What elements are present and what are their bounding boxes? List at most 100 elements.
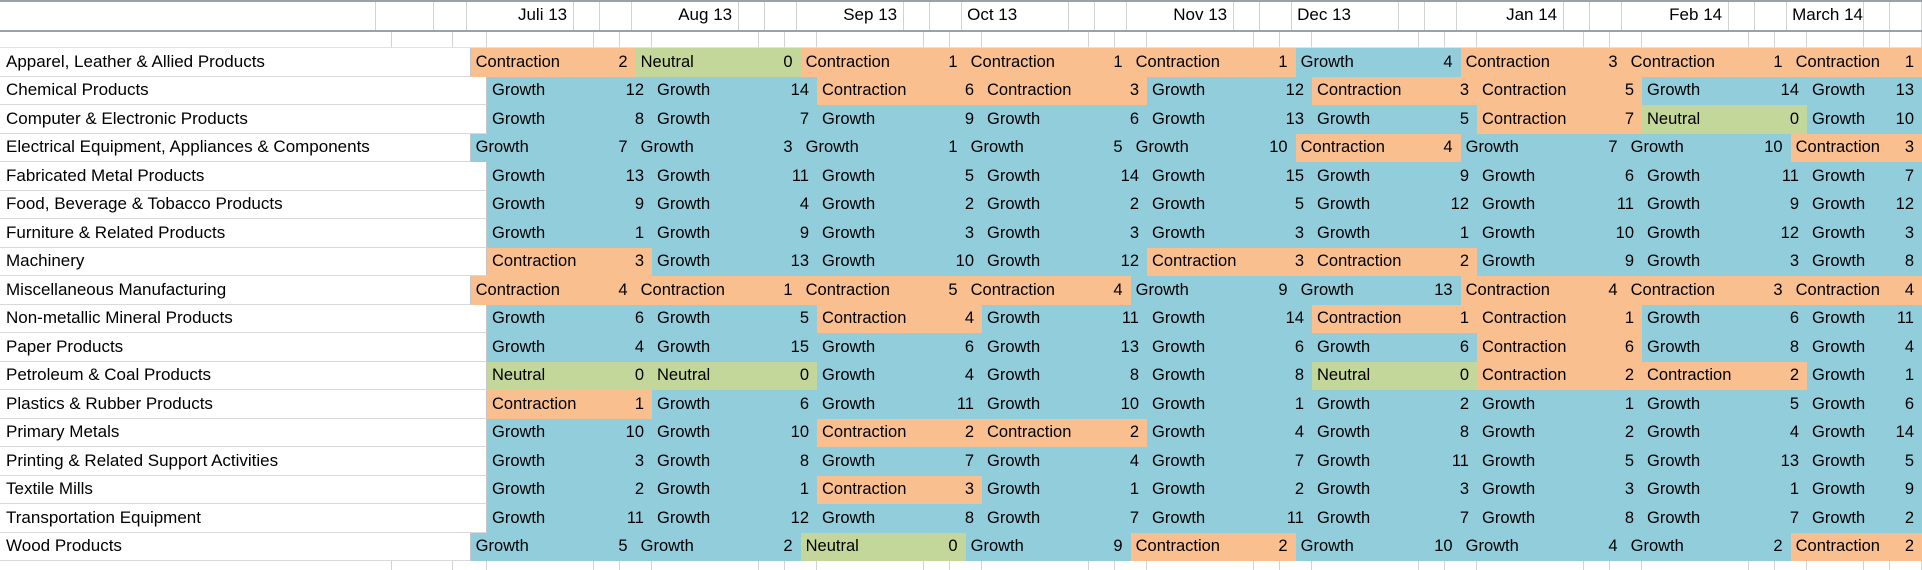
header-empty-cell[interactable] bbox=[1590, 2, 1623, 30]
status-cell[interactable]: Growth 10 bbox=[1295, 532, 1461, 561]
status-cell[interactable]: Growth 14 bbox=[1147, 304, 1312, 333]
status-cell[interactable]: Growth 1 bbox=[652, 475, 817, 504]
status-cell[interactable]: Contraction 4 bbox=[1790, 276, 1922, 305]
month-header-cell[interactable]: Oct 13 bbox=[962, 2, 1070, 30]
status-cell[interactable]: Growth 3 bbox=[1312, 475, 1477, 504]
empty-cell[interactable] bbox=[453, 561, 487, 570]
status-cell[interactable]: Growth 13 bbox=[982, 333, 1147, 362]
status-cell[interactable]: Growth 4 bbox=[1460, 532, 1626, 561]
status-cell[interactable]: Growth 7 bbox=[652, 105, 817, 134]
empty-cell[interactable] bbox=[982, 32, 1089, 48]
status-cell[interactable]: Contraction 3 bbox=[1312, 76, 1477, 105]
status-cell[interactable]: Growth 2 bbox=[1477, 418, 1642, 447]
header-empty-cell[interactable] bbox=[376, 2, 435, 30]
status-cell[interactable]: Growth 14 bbox=[982, 162, 1147, 191]
empty-cell[interactable] bbox=[759, 561, 785, 570]
status-cell[interactable]: Contraction 1 bbox=[800, 48, 966, 77]
status-cell[interactable]: Growth 13 bbox=[487, 162, 652, 191]
status-cell[interactable]: Growth 10 bbox=[1807, 105, 1922, 134]
status-cell[interactable]: Growth 6 bbox=[982, 105, 1147, 134]
status-cell[interactable]: Contraction 2 bbox=[817, 418, 982, 447]
status-cell[interactable]: Growth 8 bbox=[1807, 247, 1922, 276]
empty-cell[interactable] bbox=[1280, 561, 1312, 570]
empty-cell[interactable] bbox=[620, 32, 652, 48]
status-cell[interactable]: Growth 7 bbox=[1642, 504, 1807, 533]
status-cell[interactable]: Contraction 3 bbox=[817, 475, 982, 504]
status-cell[interactable]: Growth 9 bbox=[817, 105, 982, 134]
status-cell[interactable]: Contraction 2 bbox=[1790, 532, 1922, 561]
header-empty-cell[interactable] bbox=[600, 2, 633, 30]
status-cell[interactable]: Growth 5 bbox=[1807, 447, 1922, 476]
empty-cell[interactable] bbox=[620, 561, 652, 570]
empty-cell[interactable] bbox=[1642, 561, 1749, 570]
status-cell[interactable]: Contraction 1 bbox=[635, 276, 801, 305]
empty-cell[interactable] bbox=[1807, 561, 1864, 570]
status-cell[interactable]: Growth 4 bbox=[1642, 418, 1807, 447]
empty-cell[interactable] bbox=[1610, 561, 1642, 570]
category-cell[interactable]: Computer & Electronic Products bbox=[0, 105, 487, 134]
status-cell[interactable]: Growth 1 bbox=[1477, 390, 1642, 419]
empty-cell[interactable] bbox=[1775, 32, 1807, 48]
category-cell[interactable]: Transportation Equipment bbox=[0, 504, 487, 533]
empty-cell[interactable] bbox=[392, 561, 453, 570]
status-cell[interactable]: Contraction 3 bbox=[982, 76, 1147, 105]
status-cell[interactable]: Growth 9 bbox=[1477, 247, 1642, 276]
empty-cell[interactable] bbox=[950, 561, 982, 570]
status-cell[interactable]: Growth 5 bbox=[965, 133, 1131, 162]
category-cell[interactable]: Textile Mills bbox=[0, 475, 487, 504]
header-empty-cell[interactable] bbox=[1729, 2, 1756, 30]
status-cell[interactable]: Growth 10 bbox=[1477, 219, 1642, 248]
status-cell[interactable]: Growth 4 bbox=[1147, 418, 1312, 447]
status-cell[interactable]: Growth 11 bbox=[1147, 504, 1312, 533]
status-cell[interactable]: Growth 1 bbox=[1642, 475, 1807, 504]
status-cell[interactable]: Growth 8 bbox=[1642, 333, 1807, 362]
status-cell[interactable]: Growth 12 bbox=[982, 247, 1147, 276]
status-cell[interactable]: Growth 9 bbox=[1642, 190, 1807, 219]
status-cell[interactable]: Contraction 2 bbox=[982, 418, 1147, 447]
status-cell[interactable]: Growth 8 bbox=[652, 447, 817, 476]
status-cell[interactable]: Contraction 3 bbox=[487, 247, 652, 276]
status-cell[interactable]: Contraction 4 bbox=[817, 304, 982, 333]
status-cell[interactable]: Growth 8 bbox=[982, 361, 1147, 390]
status-cell[interactable]: Growth 6 bbox=[1807, 390, 1922, 419]
status-cell[interactable]: Growth 12 bbox=[1312, 190, 1477, 219]
status-cell[interactable]: Contraction 5 bbox=[800, 276, 966, 305]
status-cell[interactable]: Contraction 3 bbox=[1625, 276, 1791, 305]
status-cell[interactable]: Growth 4 bbox=[1807, 333, 1922, 362]
empty-cell[interactable] bbox=[1584, 561, 1610, 570]
status-cell[interactable]: Growth 5 bbox=[652, 304, 817, 333]
empty-cell[interactable] bbox=[453, 32, 487, 48]
status-cell[interactable]: Growth 4 bbox=[817, 361, 982, 390]
status-cell[interactable]: Contraction 1 bbox=[965, 48, 1131, 77]
empty-cell[interactable] bbox=[0, 32, 392, 48]
status-cell[interactable]: Growth 9 bbox=[965, 532, 1131, 561]
status-cell[interactable]: Growth 1 bbox=[487, 219, 652, 248]
empty-cell[interactable] bbox=[817, 561, 924, 570]
empty-cell[interactable] bbox=[1312, 561, 1419, 570]
status-cell[interactable]: Growth 6 bbox=[817, 333, 982, 362]
empty-cell[interactable] bbox=[759, 32, 785, 48]
header-empty-cell[interactable] bbox=[1755, 2, 1788, 30]
status-cell[interactable]: Growth 11 bbox=[817, 390, 982, 419]
status-cell[interactable]: Contraction 2 bbox=[470, 48, 636, 77]
empty-cell[interactable] bbox=[652, 32, 759, 48]
status-cell[interactable]: Growth 8 bbox=[1312, 418, 1477, 447]
header-empty-cell[interactable] bbox=[1890, 2, 1922, 30]
empty-cell[interactable] bbox=[1584, 32, 1610, 48]
status-cell[interactable]: Contraction 1 bbox=[1312, 304, 1477, 333]
status-cell[interactable]: Contraction 1 bbox=[1625, 48, 1791, 77]
status-cell[interactable]: Contraction 2 bbox=[1312, 247, 1477, 276]
header-empty-cell[interactable] bbox=[765, 2, 798, 30]
status-cell[interactable]: Growth 13 bbox=[652, 247, 817, 276]
header-empty-cell[interactable] bbox=[904, 2, 931, 30]
header-empty-cell[interactable] bbox=[739, 2, 766, 30]
status-cell[interactable]: Growth 8 bbox=[1477, 504, 1642, 533]
status-cell[interactable]: Contraction 3 bbox=[1790, 133, 1922, 162]
header-empty-cell[interactable] bbox=[1564, 2, 1591, 30]
empty-cell[interactable] bbox=[924, 561, 950, 570]
status-cell[interactable]: Growth 8 bbox=[1147, 361, 1312, 390]
month-header-cell[interactable]: Feb 14 bbox=[1622, 2, 1730, 30]
status-cell[interactable]: Growth 1 bbox=[1147, 390, 1312, 419]
empty-cell[interactable] bbox=[1477, 561, 1584, 570]
category-cell[interactable]: Furniture & Related Products bbox=[0, 219, 487, 248]
